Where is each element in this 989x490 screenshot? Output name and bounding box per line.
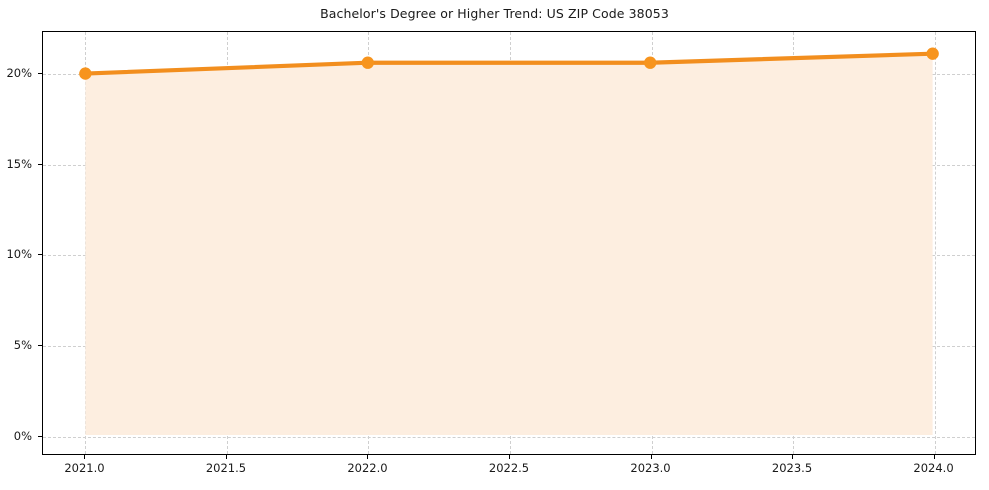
data-point-marker [361, 56, 374, 69]
gridline-vertical [934, 32, 936, 454]
series-area-fill [85, 53, 933, 436]
x-tick-mark [509, 455, 510, 459]
data-point-marker [926, 47, 939, 60]
plot-area [42, 31, 976, 455]
series-layer [79, 47, 939, 436]
x-tick-label: 2022.5 [488, 461, 530, 475]
y-tick-label: 0% [13, 428, 32, 443]
x-tick-label: 2021.0 [64, 461, 105, 475]
data-point-marker [79, 67, 92, 80]
y-tick-mark [38, 163, 42, 165]
plot-inner [43, 32, 975, 454]
x-tick-mark [367, 455, 369, 459]
x-tick-mark [650, 455, 652, 459]
data-point-marker [644, 56, 657, 69]
x-tick-mark [225, 455, 227, 459]
x-tick-label: 2023.0 [630, 461, 671, 475]
x-tick-label: 2023.5 [771, 461, 813, 475]
x-tick-label: 2024.0 [913, 461, 954, 475]
x-tick-label: 2021.5 [205, 461, 247, 475]
y-tick-label: 20% [6, 65, 32, 80]
x-tick-mark [792, 455, 794, 459]
y-tick-mark [38, 345, 42, 347]
gridline-horizontal [43, 436, 975, 438]
y-tick-label: 10% [6, 247, 32, 262]
y-tick-label: 5% [13, 338, 32, 353]
y-tick-mark [38, 72, 42, 74]
y-tick-mark [38, 254, 42, 256]
x-tick-mark [933, 455, 935, 459]
chart-title: Bachelor's Degree or Higher Trend: US ZI… [320, 6, 669, 21]
y-tick-mark [38, 435, 42, 437]
series-line [83, 51, 935, 76]
x-tick-mark [84, 455, 86, 459]
x-tick-label: 2022.0 [347, 461, 388, 475]
y-tick-label: 15% [6, 156, 32, 171]
